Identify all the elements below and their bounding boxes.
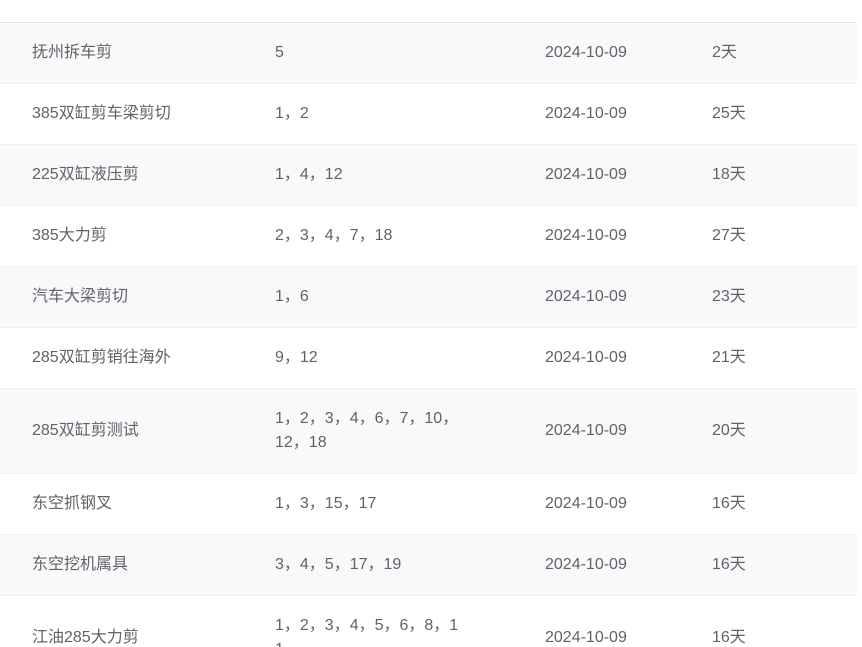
cell-days-count: 16天 [712,495,746,512]
cell-episode-numbers: 1，4，12 [275,166,343,183]
cell-date: 2024-10-09 [545,629,627,646]
cell-days-count: 25天 [712,105,746,122]
cell-date: 2024-10-09 [545,556,627,573]
table-row[interactable]: 东空抓钢叉 1，3，15，17 2024-10-09 16天 [0,474,857,535]
cell-date: 2024-10-09 [545,349,627,366]
cell-days-count: 23天 [712,288,746,305]
cell-episode-numbers: 1，2，3，4，5，6，8，1 1 [275,617,459,647]
table-row[interactable]: 江油285大力剪 1，2，3，4，5，6，8，1 1 2024-10-09 16… [0,596,857,647]
cell-days-count: 18天 [712,166,746,183]
cell-product-title: 东空抓钢叉 [32,495,113,512]
table-row[interactable]: 抚州拆车剪 5 2024-10-09 2天 [0,23,857,84]
cell-date: 2024-10-09 [545,227,627,244]
cell-days-count: 27天 [712,227,746,244]
cell-product-title: 385大力剪 [32,227,107,244]
cell-product-title: 225双缸液压剪 [32,166,139,183]
cell-product-title: 285双缸剪销往海外 [32,349,171,366]
cell-days-count: 16天 [712,629,746,646]
cell-episode-numbers: 1，3，15，17 [275,495,377,512]
cell-product-title: 江油285大力剪 [32,629,139,646]
cell-days-count: 20天 [712,422,746,439]
cell-date: 2024-10-09 [545,105,627,122]
table-row[interactable]: 285双缸剪销往海外 9，12 2024-10-09 21天 [0,328,857,389]
cell-days-count: 16天 [712,556,746,573]
cell-product-title: 汽车大梁剪切 [32,288,129,305]
cell-date: 2024-10-09 [545,495,627,512]
cell-date: 2024-10-09 [545,288,627,305]
cell-date: 2024-10-09 [545,44,627,61]
cell-days-count: 21天 [712,349,746,366]
cell-episode-numbers: 5 [275,44,284,61]
cell-date: 2024-10-09 [545,422,627,439]
cell-episode-numbers: 9，12 [275,349,318,366]
cell-product-title: 东空挖机属具 [32,556,129,573]
cell-product-title: 285双缸剪测试 [32,422,139,439]
cell-days-count: 2天 [712,44,737,61]
cell-episode-numbers: 2，3，4，7，18 [275,227,393,244]
table-row[interactable]: 285双缸剪测试 1，2，3，4，6，7，10， 12，18 2024-10-0… [0,389,857,474]
cell-episode-numbers: 1，2 [275,105,309,122]
cell-episode-numbers: 3，4，5，17，19 [275,556,402,573]
cell-date: 2024-10-09 [545,166,627,183]
cell-episode-numbers: 1，6 [275,288,309,305]
table-row[interactable]: 385双缸剪车梁剪切 1，2 2024-10-09 25天 [0,84,857,145]
cell-product-title: 抚州拆车剪 [32,44,113,61]
table-row[interactable]: 385大力剪 2，3，4，7，18 2024-10-09 27天 [0,206,857,267]
table-header-stub [0,0,857,23]
table-row[interactable]: 225双缸液压剪 1，4，12 2024-10-09 18天 [0,145,857,206]
table-row[interactable]: 汽车大梁剪切 1，6 2024-10-09 23天 [0,267,857,328]
table-row[interactable]: 东空挖机属具 3，4，5，17，19 2024-10-09 16天 [0,535,857,596]
table-body: 抚州拆车剪 5 2024-10-09 2天 385双缸剪车梁剪切 1，2 202… [0,23,857,647]
cell-product-title: 385双缸剪车梁剪切 [32,105,171,122]
cell-episode-numbers: 1，2，3，4，6，7，10， 12，18 [275,410,459,451]
